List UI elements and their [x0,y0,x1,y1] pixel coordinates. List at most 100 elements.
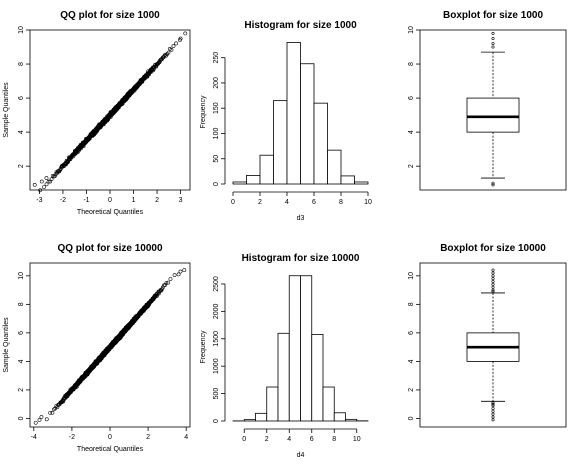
y-tick-label: 4 [18,130,25,134]
qq-point [38,188,43,193]
outlier-point [491,406,495,410]
outlier-point [491,183,495,187]
qq-point [164,281,169,286]
outlier-point [491,401,495,405]
qq-point [33,420,38,425]
iqr-box [466,97,520,133]
chart-4: QQ plot for size 10000 -4 -2 0 2 4 0 2 4 6 8 10 Theo… [3,243,191,453]
hist-bar [266,386,279,422]
x-tick-label: 0 [231,199,235,206]
y-tick-label: 2 [18,388,25,392]
chart-title: QQ plot for size 10000 [57,243,162,254]
x-axis-label: Theoretical Quantiles [77,209,144,216]
x-tick-label: 6 [312,199,316,206]
y-tick-label: 0 [18,416,25,420]
qq-point [44,176,49,180]
chart-title: Histogram for size 10000 [242,253,360,264]
hist-bar [327,149,342,185]
y-tick-label: 0 [213,419,220,423]
hist-bar [340,175,355,185]
qq-point [46,179,51,184]
y-tick-label: 2 [408,388,415,392]
outlier-point [491,404,495,408]
x-tick-label: 2 [258,199,262,206]
x-tick-label: 2 [146,434,150,441]
y-tick-label: 8 [18,302,25,306]
x-tick-label: -4 [31,434,37,441]
y-tick-label: 8 [408,302,415,306]
hist-bar [288,275,301,422]
qq-point [71,154,76,159]
y-tick-label: 2000 [213,303,220,319]
y-tick-label: 100 [213,128,220,140]
x-tick-label: 1 [132,197,136,204]
qq-point [44,182,49,187]
outlier-point [491,271,495,275]
qq-point [174,41,178,46]
hist-bar [246,175,261,185]
x-tick-label: 0 [108,434,112,441]
hist-bar [273,100,288,185]
outlier-point [491,415,495,419]
y-tick-label: 4 [408,359,415,363]
x-tick-label: 4 [184,434,188,441]
y-tick-label: 8 [18,62,25,66]
outlier-point [491,288,495,292]
y-tick-label: 6 [18,331,25,335]
qq-point [39,415,44,419]
chart-title: QQ plot for size 1000 [60,10,160,21]
qq-point [52,174,57,179]
hist-bar [322,386,335,422]
y-tick-label: 150 [213,102,220,114]
y-tick-label: 1500 [213,331,220,347]
qq-point [58,167,63,172]
y-tick-label: 10 [408,26,415,34]
qq-point [42,185,46,189]
y-tick-label: 10 [18,26,25,34]
qq-point [39,179,44,184]
qq-point [163,52,168,57]
y-tick-label: 50 [213,155,220,163]
outlier-point [491,268,495,272]
hist-bar [286,42,301,185]
chart-5: Histogram for size 10000 0 2 4 6 8 10 0 500 1000 1… [200,253,369,459]
outlier-point [491,277,495,281]
qq-points [32,31,188,193]
y-tick-label: 10 [408,272,415,280]
y-tick-label: 2500 [213,276,220,292]
hist-bar [232,181,247,185]
qq-point [37,417,42,422]
x-tick-label: -3 [36,197,42,204]
y-tick-label: 2 [408,164,415,168]
qq-point [50,410,55,415]
x-tick-label: 2 [265,436,269,443]
y-axis-label: Frequency [200,95,207,129]
x-tick-label: 10 [353,436,361,443]
y-axis-label: Frequency [200,330,207,364]
hist-bar [333,412,346,422]
x-tick-label: 6 [310,436,314,443]
hist-bar [354,181,369,185]
chart-title: Histogram for size 1000 [244,20,357,31]
y-tick-label: 250 [213,52,220,64]
qq-point [166,50,171,55]
x-axis-label: d4 [297,452,305,459]
chart-1: QQ plot for size 1000 -3 -2 -1 0 1 2 3 2 4 6 8 10 The… [3,10,191,216]
x-axis-label: d3 [297,215,305,222]
chart-6: Boxplot for size 10000 0 2 4 6 8 10 [408,243,567,428]
qq-point [44,417,49,422]
qq-points [33,268,187,425]
y-axis-label: Sample Quantiles [3,317,10,373]
x-tick-label: 3 [179,197,183,204]
outlier-point [491,181,495,185]
y-tick-label: 4 [408,130,415,134]
chart-3: Boxplot for size 1000 2 4 6 8 10 [408,10,567,191]
x-axis-label: Theoretical Quantiles [77,446,144,453]
chart-2: Histogram for size 10000 2 4 6 8 100501001502… [200,20,372,222]
y-tick-label: 1000 [213,358,220,374]
qq-point [172,273,177,278]
qq-point [183,31,188,36]
y-tick-label: 4 [18,359,25,363]
hist-bar [313,102,328,185]
